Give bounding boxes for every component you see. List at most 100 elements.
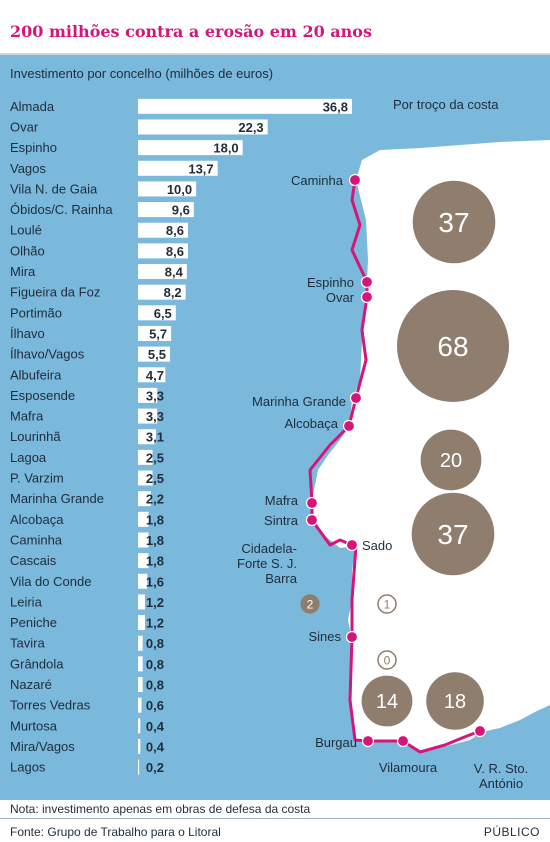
bar-value-label: 2,5 [146,471,164,486]
bar-value-label: 0,2 [146,760,164,775]
category-label: Cascais [10,553,57,568]
bar-value-label: 22,3 [238,120,263,135]
bubble-value-label: 68 [437,331,468,362]
publisher-brand: PÚBLICO [483,825,540,839]
bar-series: Almada 36,8 Ovar 22,3 Espinho 18,0 Vagos 13,7 Vi… [10,98,352,775]
bar-value-label: 8,2 [164,285,182,300]
category-label: Óbidos/C. Rainha [10,202,113,217]
bubble [411,492,495,576]
category-label: Ovar [10,119,39,134]
route-point [345,630,359,644]
category-label: Nazaré [10,677,52,692]
bar [138,222,189,238]
bubble-value-label: 14 [376,691,398,713]
category-label: Mira/Vagos [10,739,75,754]
point-label: Mafra [265,493,299,508]
category-label: Portimão [10,305,62,320]
category-label: Mira [10,264,36,279]
bar [138,491,151,507]
point-label: Cidadela-Forte S. J. Barra [237,541,298,586]
bar [138,635,143,651]
bar-value-label: 3,1 [146,430,164,445]
category-label: Olhão [10,243,45,258]
category-label: Lourinhã [10,429,61,444]
bar [138,759,140,775]
bar [138,387,158,403]
bar [138,305,176,321]
bubble [377,594,397,614]
route-point [473,724,487,738]
category-label: Espinho [10,140,57,155]
erosion-chart: Investimento por concelho (milhões de eu… [0,55,550,800]
category-label: Marinha Grande [10,491,104,506]
bubble [377,650,397,670]
bar [138,181,197,197]
category-label: Ílhavo/Vagos [10,347,85,362]
bar-value-label: 13,7 [188,161,213,176]
bubble [412,180,496,264]
bar [138,140,243,156]
bar [138,119,268,135]
bar-value-label: 3,3 [146,388,164,403]
category-label: Vagos [10,161,46,176]
bar-value-label: 1,2 [146,595,164,610]
category-label: Mafra [10,409,44,424]
bar-value-label: 1,2 [146,616,164,631]
route-point [305,513,319,527]
bar [138,615,145,631]
bar [138,264,187,280]
category-label: P. Varzim [10,471,64,486]
bar-value-label: 2,2 [146,492,164,507]
category-label: Almada [10,99,55,114]
bar [138,677,143,693]
bubble-value-label: 1 [384,597,391,611]
route-point [349,391,363,405]
bar-value-label: 9,6 [172,203,190,218]
category-label: Vila do Conde [10,574,91,589]
category-label: Peniche [10,615,57,630]
bar [138,697,142,713]
bar-value-label: 0,8 [146,678,164,693]
bar-value-label: 2,5 [146,450,164,465]
point-label: Caminha [291,173,344,188]
bubble [361,675,413,727]
category-label: Murtosa [10,718,58,733]
bar-value-label: 18,0 [213,141,238,156]
bar-value-label: 0,8 [146,657,164,672]
bar [138,594,145,610]
point-label: Sado [362,538,392,553]
bar [138,202,194,218]
bubble [426,672,484,730]
category-label: Lagoa [10,450,47,465]
category-label: Grândola [10,656,64,671]
bubble-value-label: 20 [440,450,462,472]
point-label: Sines [308,629,341,644]
bar-value-label: 3,3 [146,409,164,424]
footer-divider [0,818,550,819]
bar-value-label: 10,0 [167,182,192,197]
category-label: Ílhavo [10,326,45,341]
point-label: V. R. Sto. António [474,761,528,791]
bar [138,656,143,672]
point-label: Sintra [264,513,299,528]
bar-value-label: 1,6 [146,574,164,589]
footnote: Nota: investimento apenas em obras de de… [10,802,311,816]
category-label: Torres Vedras [10,698,91,713]
bar-value-label: 6,5 [154,306,172,321]
bar [138,470,153,486]
bubble [397,290,509,402]
page-title: 200 milhões contra a erosão em 20 anos [10,22,372,41]
category-label: Leiria [10,594,43,609]
point-label: Espinho [307,275,354,290]
bar [138,532,149,548]
category-label: Albufeira [10,367,62,382]
bubble [420,429,482,491]
bubble-value-label: 37 [438,207,469,238]
route-point [360,290,374,304]
bubble-value-label: 18 [444,691,466,713]
point-label: Vilamoura [379,760,438,775]
bubble-value-label: 2 [307,597,314,611]
bar [138,449,153,465]
